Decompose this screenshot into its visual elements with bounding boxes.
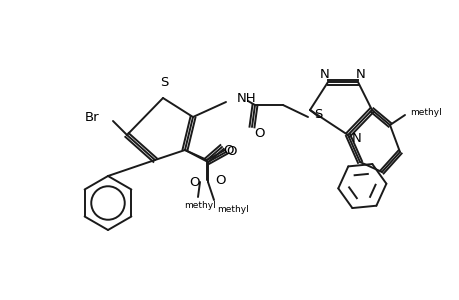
Text: N: N xyxy=(351,131,361,145)
Text: O: O xyxy=(223,143,234,157)
Text: N: N xyxy=(355,68,365,80)
Text: Br: Br xyxy=(84,110,99,124)
Text: methyl: methyl xyxy=(409,107,441,116)
Text: S: S xyxy=(313,107,322,121)
Text: O: O xyxy=(214,173,225,187)
Text: S: S xyxy=(159,76,168,89)
Text: O: O xyxy=(226,145,237,158)
Text: methyl: methyl xyxy=(217,205,248,214)
Text: O: O xyxy=(189,176,200,188)
Text: NH: NH xyxy=(236,92,256,104)
Text: N: N xyxy=(319,68,329,80)
Text: methyl: methyl xyxy=(184,202,215,211)
Text: O: O xyxy=(254,127,265,140)
